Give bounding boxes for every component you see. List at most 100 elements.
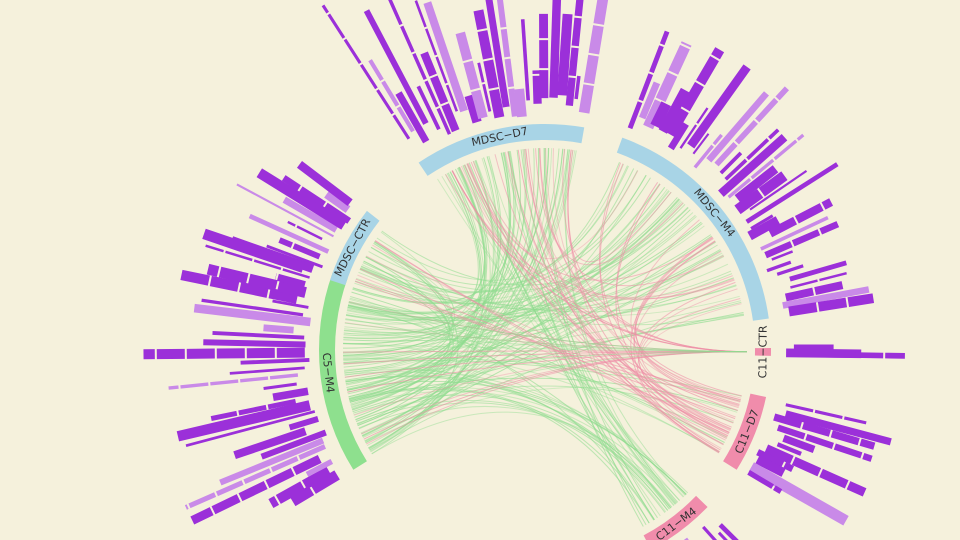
chord-link: [599, 163, 732, 430]
chord-link: [345, 376, 671, 509]
radial-bar: [714, 86, 789, 167]
radial-bar: [782, 286, 870, 309]
chord-link: [343, 164, 488, 356]
chord-link: [494, 154, 720, 454]
chord-link: [343, 357, 687, 496]
radial-bar: [240, 357, 310, 365]
radial-bar: [229, 366, 305, 375]
chord-link: [355, 385, 734, 423]
radial-bar: [190, 454, 322, 525]
chord-link: [372, 244, 741, 403]
chord-link: [365, 351, 748, 445]
radial-bar: [185, 410, 316, 448]
radial-bar: [168, 373, 299, 390]
segment-label-c11-ctr: C11−CTR: [756, 325, 769, 378]
chord-link: [365, 256, 737, 313]
radial-bar: [665, 47, 725, 138]
chord-link: [539, 148, 684, 266]
radial-bar: [727, 133, 805, 199]
radial-bar: [464, 94, 482, 124]
radial-bar: [278, 237, 321, 260]
radial-bar: [764, 444, 867, 497]
chord-link: [349, 260, 452, 401]
radial-bar: [639, 81, 661, 120]
radial-bar: [473, 9, 505, 119]
bars-layer: [143, 0, 905, 540]
radial-bar: [748, 462, 849, 526]
radial-bar: [496, 0, 518, 117]
chord-link: [359, 268, 736, 420]
chord-link: [352, 312, 744, 413]
chord-link: [467, 163, 724, 446]
radial-bar: [785, 403, 867, 425]
radial-bar: [288, 416, 319, 431]
radial-bar: [650, 101, 671, 129]
chord-link: [517, 149, 720, 453]
chord-link: [356, 256, 454, 425]
radial-bar: [734, 165, 779, 203]
radial-bar: [790, 271, 849, 289]
radial-bar: [263, 324, 294, 334]
chord-link: [342, 350, 748, 353]
chord-link: [343, 367, 667, 513]
chord-link: [451, 170, 738, 411]
chord-link: [503, 151, 655, 521]
radial-bar: [574, 75, 581, 100]
chord-link: [348, 148, 535, 398]
chord-link: [354, 207, 689, 304]
chord-link: [344, 183, 661, 374]
radial-bar: [514, 88, 527, 118]
radial-bar: [532, 70, 542, 104]
radial-bar: [627, 30, 670, 130]
chord-link: [371, 411, 676, 505]
chord-link: [355, 351, 748, 423]
radial-bar: [321, 4, 411, 140]
radial-bar: [206, 263, 307, 298]
radial-bar: [643, 41, 692, 130]
chord-link: [348, 314, 744, 400]
radial-bar: [679, 107, 709, 149]
chord-link: [504, 151, 731, 430]
radial-bar: [304, 458, 334, 478]
radial-bar: [289, 470, 340, 507]
radial-bar: [760, 215, 829, 251]
chord-link: [360, 267, 744, 326]
radial-bar: [706, 91, 769, 163]
chord-link: [343, 342, 720, 453]
chord-link: [358, 168, 635, 430]
radial-bar: [212, 330, 305, 340]
radial-bar: [549, 0, 562, 98]
chord-link: [527, 148, 731, 432]
chord-link: [347, 306, 720, 453]
chord-link: [345, 351, 748, 383]
radial-bar: [557, 13, 573, 96]
radial-bar: [233, 427, 307, 460]
chord-link: [355, 149, 574, 421]
radial-bar: [766, 260, 792, 273]
radial-bar: [756, 449, 795, 473]
radial-bar: [771, 250, 794, 261]
chord-link: [349, 209, 691, 403]
chord-link: [637, 281, 736, 437]
radial-bar: [281, 175, 352, 224]
chord-link: [466, 163, 714, 281]
chord-link: [565, 149, 678, 504]
chord-link: [362, 405, 670, 510]
segment-label-c11-d7: C11−D7: [732, 408, 761, 456]
chord-link: [343, 174, 479, 339]
chord-link: [637, 303, 742, 453]
chord-link: [350, 151, 515, 405]
chord-link: [343, 357, 742, 397]
chord-link: [354, 171, 483, 418]
chord-link: [633, 240, 732, 428]
radial-bar: [455, 30, 488, 120]
radial-bar: [719, 151, 743, 175]
chord-link: [344, 202, 684, 376]
chord-link: [347, 241, 454, 393]
radial-bar: [272, 387, 309, 402]
radial-bar: [658, 87, 690, 134]
radial-bar: [248, 213, 330, 254]
radial-bar: [578, 0, 609, 114]
